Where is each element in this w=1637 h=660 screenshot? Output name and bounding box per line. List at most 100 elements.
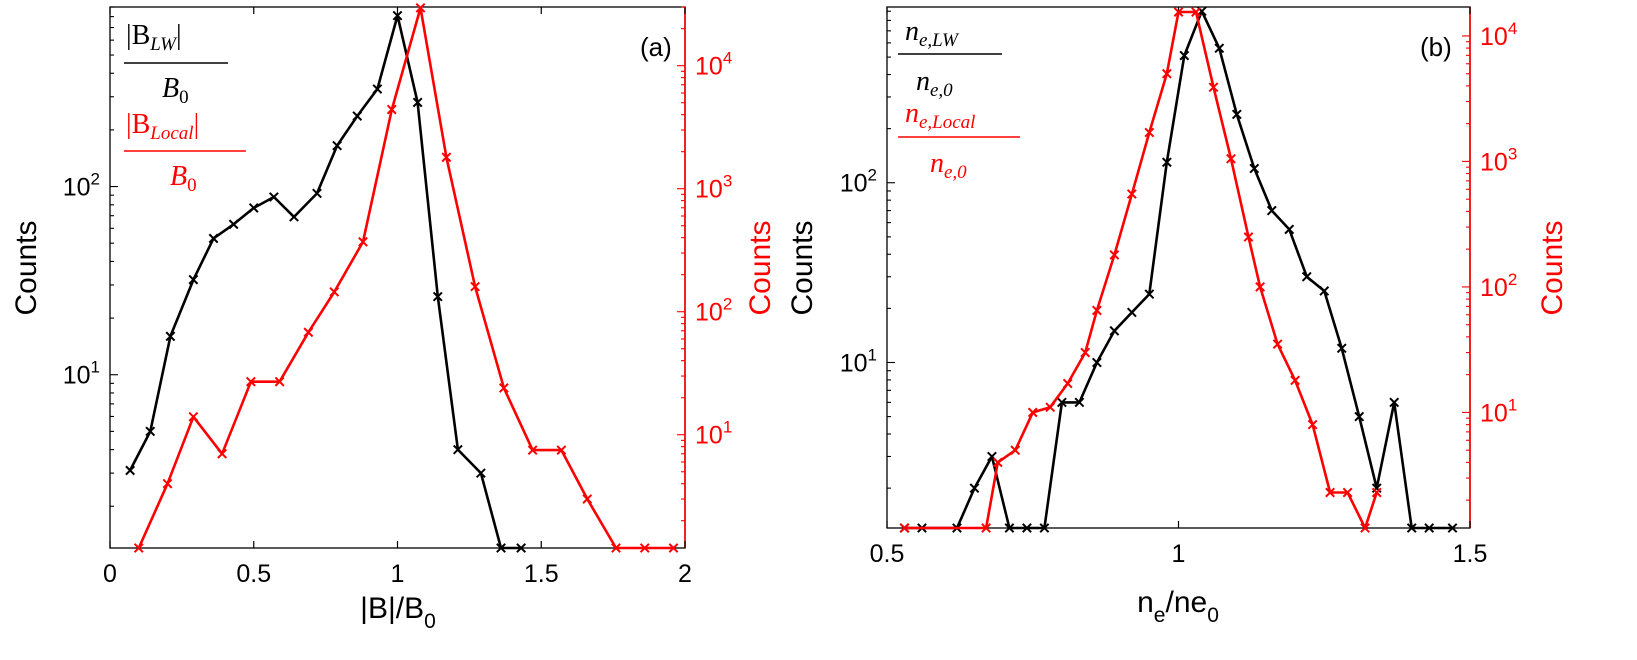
panel-a-series-0-point [432,291,443,302]
panel-a-series-1-point [415,2,426,13]
panel-b-x-tick-label: 0.5 [870,540,905,568]
panel-b-series-1-point [981,523,992,533]
panel-a-right-tick-label: 101 [695,418,732,450]
panel-a-series-1-point [527,445,538,456]
panel-b-series-0-point [1179,50,1190,61]
panel-b-legend-local-den-sub: e,0 [944,162,967,183]
panel-a-series-0-point [125,465,136,476]
panel-b-series-1-point [1325,487,1335,498]
panel-b-legend-local-num-base: n [905,98,919,129]
panel-a-series-0-line [128,14,522,550]
panel-b-series-0-point [1056,397,1067,408]
panel-b-series-1-point [1226,153,1236,164]
panel-b-series-0-point [1301,271,1312,282]
panel-b-series-0-point [1039,523,1050,533]
panel-b-series-1-point [1208,82,1219,93]
panel-b-series-0-point [1447,523,1458,533]
panel-b-x-tick-label: 1 [1172,540,1186,568]
panel-a-series-1-point [133,543,144,553]
panel-b-legend-local-numerator: ne,Local [905,98,975,133]
panel-b-legend-lw-numerator: ne,LW [905,16,960,51]
panel-b-series-0-point [1091,357,1102,368]
panel-b-left-tick-label: 101 [840,345,877,377]
panel-b-series-1-point [1161,68,1172,79]
panel-b-right-tick-label: 101 [1480,395,1517,427]
panel-a-plot-area [109,6,686,549]
panel-b-series-1-line [904,10,1378,530]
panel-a-series-0-point [145,426,156,437]
panel-b-legend-local-denominator: ne,0 [930,148,967,183]
panel-a-series-0-point [312,188,322,199]
panel-a-series-0-point [496,543,506,553]
panel-b-series-0-point [1126,307,1137,318]
panel-a-series-1-point [274,376,285,387]
panel-b-series-0-point [1109,325,1120,336]
panel-a-series-0-point [248,203,259,213]
panel-a-series-0-point [412,97,423,108]
panel-a-series-0-point [475,468,486,479]
panel-b-series-1-point [1272,339,1283,350]
panel-b-right-tick-label: 103 [1480,144,1517,176]
panel-a-x-label-main: |B|/B [360,592,424,625]
panel-a-legend-local-den-sub: 0 [187,175,197,196]
panel-a-x-tick-label: 0 [103,560,117,588]
panel-b-series-1-point [1173,7,1184,17]
panel-a-legend-local: |BLocal| B0 [124,109,246,196]
panel-b-right-tick-label: 102 [1480,270,1517,302]
panel-a-x-tick-label: 0.5 [236,560,271,588]
panel-b-label: (b) [1420,32,1452,62]
panel-b-series-0-point [1022,523,1032,533]
panel-a-legend-local-denominator: B0 [170,161,197,196]
panel-b: 0.5 1 1.5 101 102 101 102 103 104 (b) Counts C… [786,6,1569,627]
panel-a-series-0-point [452,444,463,455]
panel-b-left-tick-label: 102 [840,166,877,198]
panel-a-series-0-point [372,84,383,94]
panel-a-left-axis-label: Counts [10,220,43,315]
panel-a-series-0-point [516,543,527,553]
panel-a-series-0-point [188,274,199,285]
panel-a-series-1-point [386,104,397,115]
panel-a-series-1-point [188,411,199,422]
panel-b-x-label-sub2: 0 [1207,604,1219,627]
panel-b-series-0-point [1406,523,1417,533]
panel-a-series-1-line [137,6,674,550]
panel-b-series-1-point [1062,378,1073,389]
panel-b-series-0-point [1249,163,1260,174]
panel-b-right-axis-label: Counts [1536,220,1569,315]
panel-b-series-1-point [899,523,910,533]
panel-b-series-1-point [1126,189,1137,199]
panel-b-series-0-point [1214,43,1225,54]
panel-a-legend-local-numerator: |BLocal| [126,109,199,144]
panel-a-right-tick-label: 104 [695,49,732,81]
panel-b-series-1-point [1045,402,1056,413]
panel-a-series-1-point [639,543,650,553]
panel-b-series-1-point [1027,407,1038,418]
panel-b-series-0-point [1161,157,1172,168]
panel-a-legend-lw-den-base: B [162,73,179,104]
panel-b-series-0-point [1336,343,1347,354]
panel-b-series-0-point [1074,397,1085,408]
panel-a-series-0-point [289,211,299,222]
panel-a-legend-lw-num-close: | [176,20,182,51]
panel-b-legend-local-num-sub: e,Local [919,112,975,133]
panel-a-x-tick-label: 1.5 [524,560,559,588]
panel-a-left-tick-label: 102 [63,170,100,202]
panel-a-x-axis-label: |B|/B0 [360,592,436,633]
panel-a-legend-lw-num-base: |B [126,20,150,51]
panel-b-right-tick-label: 104 [1480,19,1517,51]
panel-b-series-1-point [1255,282,1266,292]
panel-a-series-1-point [358,236,368,247]
panel-a-legend-lw-num-sub: LW [149,34,178,55]
panel-b-series-1-point [1080,347,1091,358]
panel-a-legend-lw: |BLW| B0 [124,20,228,108]
panel-a-series-0-point [392,10,403,21]
panel-b-series-0-point [1389,397,1400,408]
panel-b-legend-local: ne,Local ne,0 [898,98,1020,183]
panel-a-legend-lw-den-sub: 0 [179,87,189,108]
panel-b-left-axis-label: Counts [786,220,819,315]
panel-a-series-1-point [498,383,509,393]
panel-b-series-0-point [1004,523,1015,533]
panel-a-series-1-point [162,478,173,489]
panel-a-series-0-point [228,219,239,230]
